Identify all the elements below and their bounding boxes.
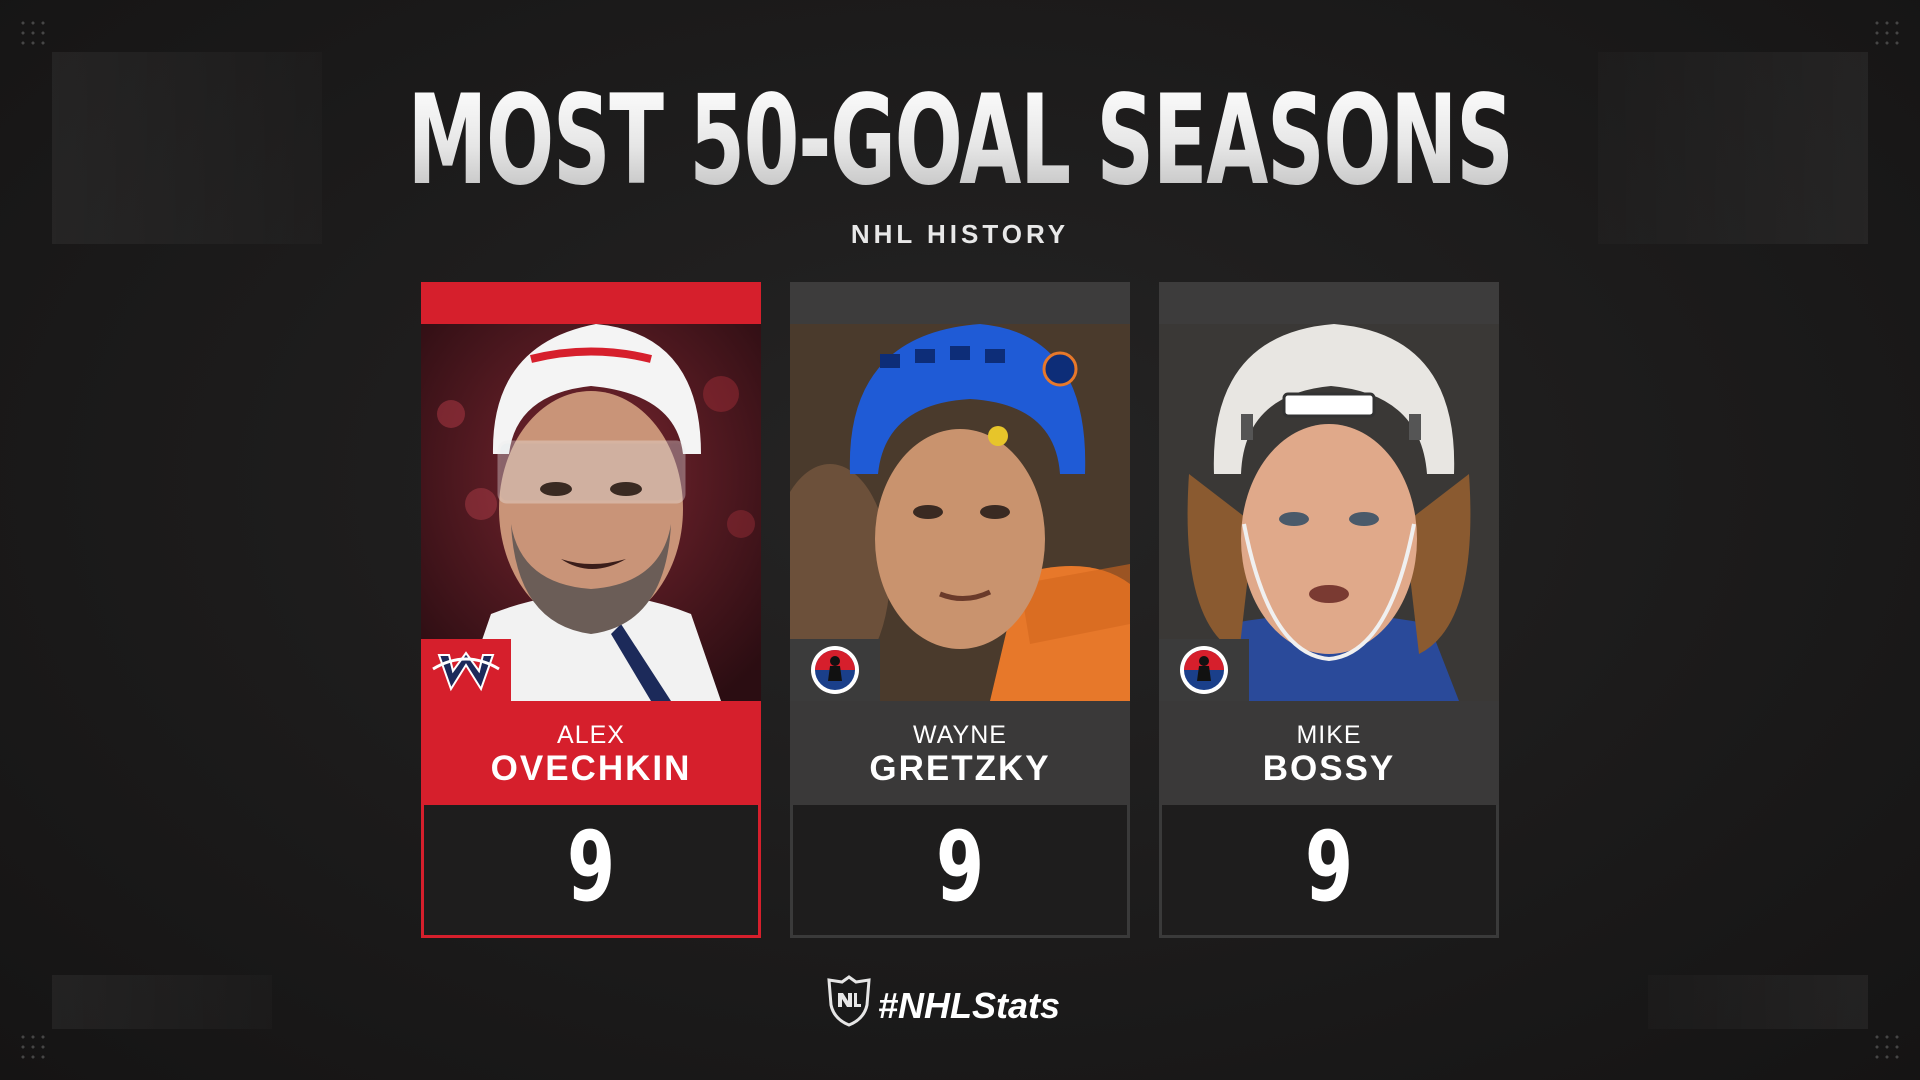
player-portrait-ovechkin [421, 324, 761, 701]
player-photo [421, 324, 761, 701]
stat-value-box: 9 [790, 805, 1130, 938]
washington-capitals-logo-icon [421, 639, 511, 701]
card-topbar [790, 282, 1130, 324]
card-topbar [1159, 282, 1499, 324]
corner-dots-bottom-left [18, 1032, 48, 1062]
decor-panel-bottom-left [52, 975, 272, 1029]
decor-panel-top-left [52, 52, 322, 244]
decor-panel-top-right [1598, 52, 1868, 244]
stat-value: 9 [566, 811, 616, 923]
hall-of-fame-icon [1159, 639, 1249, 701]
player-name-box: ALEX OVECHKIN [421, 701, 761, 805]
stat-value-box: 9 [1159, 805, 1499, 938]
player-last-name: BOSSY [1262, 749, 1396, 788]
page-title: MOST 50-GOAL SEASONS [307, 78, 1613, 202]
player-photo [1159, 324, 1499, 701]
player-first-name: MIKE [1296, 721, 1362, 749]
corner-dots-top-left [18, 18, 48, 48]
player-card-bossy: MIKE BOSSY 9 [1159, 282, 1499, 938]
player-first-name: WAYNE [913, 721, 1007, 749]
player-last-name: OVECHKIN [490, 749, 692, 788]
corner-dots-top-right [1872, 18, 1902, 48]
player-card-ovechkin: ALEX OVECHKIN 9 [421, 282, 761, 938]
footer-hashtag: #NHLStats [878, 985, 1061, 1026]
player-portrait-bossy [1159, 324, 1499, 701]
page-subtitle: NHL HISTORY [850, 219, 1070, 249]
player-name-box: WAYNE GRETZKY [790, 701, 1130, 805]
player-photo [790, 324, 1130, 701]
card-topbar [421, 282, 761, 324]
stat-value: 9 [935, 811, 985, 923]
stat-value: 9 [1304, 811, 1354, 923]
decor-panel-bottom-right [1648, 975, 1868, 1029]
player-name-box: MIKE BOSSY [1159, 701, 1499, 805]
player-portrait-gretzky [790, 324, 1130, 701]
nhl-shield-icon [827, 975, 871, 1027]
hall-of-fame-icon [790, 639, 880, 701]
player-card-gretzky: WAYNE GRETZKY 9 [790, 282, 1130, 938]
footer: #NHLStats [0, 975, 1920, 1035]
player-last-name: GRETZKY [869, 749, 1051, 788]
stat-value-box: 9 [421, 805, 761, 938]
player-first-name: ALEX [557, 721, 625, 749]
corner-dots-bottom-right [1872, 1032, 1902, 1062]
